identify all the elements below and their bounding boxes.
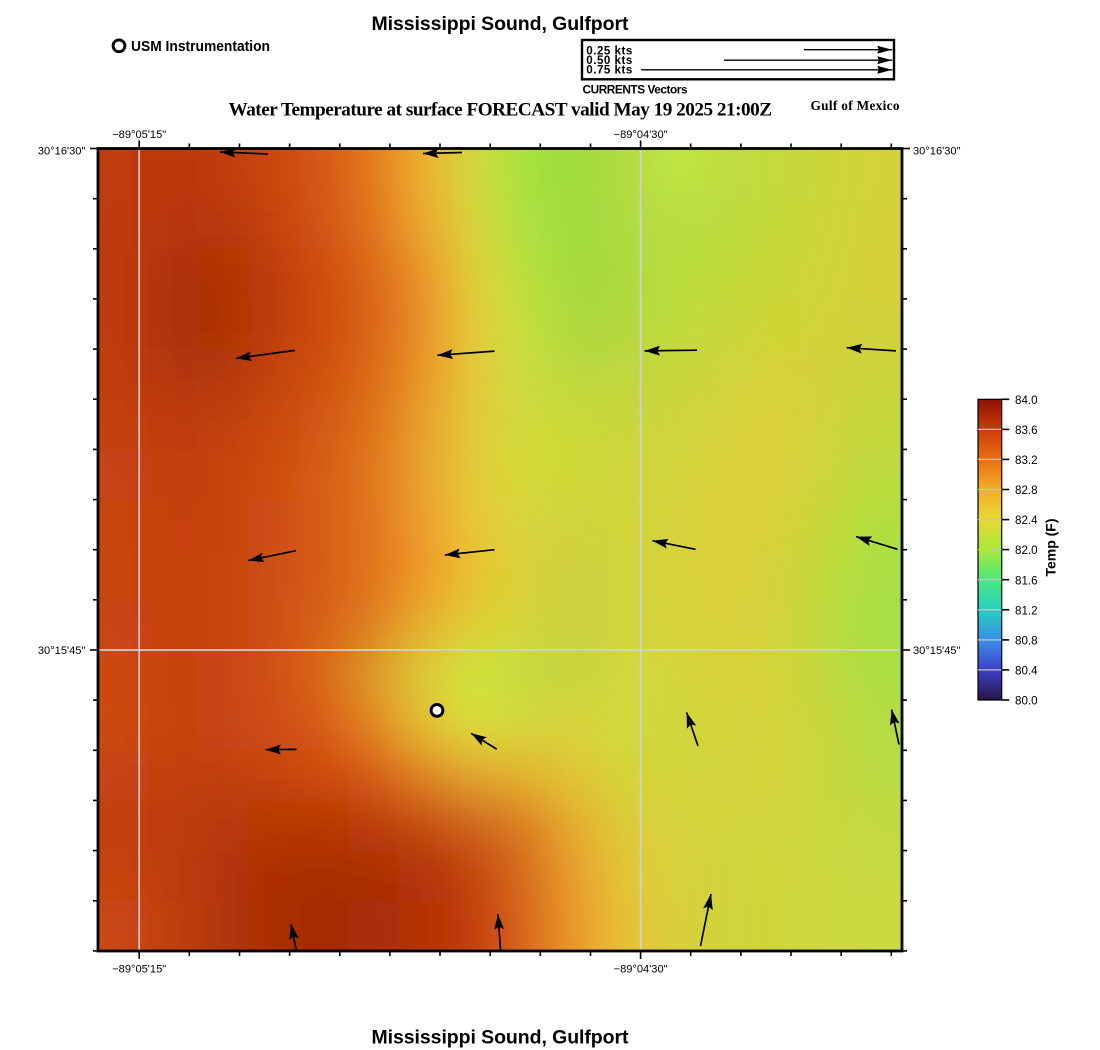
svg-text:0.50 kts: 0.50 kts: [586, 54, 632, 67]
svg-text:USM Instrumentation: USM Instrumentation: [131, 38, 270, 55]
svg-text:30°16'30": 30°16'30": [38, 146, 86, 158]
svg-text:−89°04'30": −89°04'30": [614, 129, 668, 141]
svg-text:30°16'30": 30°16'30": [913, 146, 961, 158]
svg-text:−89°05'15": −89°05'15": [112, 964, 166, 976]
svg-text:82.8: 82.8: [1015, 484, 1038, 497]
svg-text:83.6: 83.6: [1015, 424, 1038, 437]
svg-text:82.4: 82.4: [1015, 514, 1038, 527]
svg-text:Water Temperature at surface F: Water Temperature at surface FORECAST va…: [229, 100, 773, 121]
svg-text:Gulf of Mexico: Gulf of Mexico: [811, 98, 900, 113]
svg-text:80.0: 80.0: [1015, 695, 1038, 708]
svg-text:30°15'45": 30°15'45": [38, 645, 86, 657]
svg-text:−89°05'15": −89°05'15": [112, 129, 166, 141]
svg-text:83.2: 83.2: [1015, 454, 1038, 467]
svg-text:CURRENTS Vectors: CURRENTS Vectors: [583, 83, 688, 97]
svg-text:Temp (F): Temp (F): [1042, 518, 1058, 576]
svg-text:80.4: 80.4: [1015, 665, 1038, 678]
svg-text:80.8: 80.8: [1015, 635, 1038, 648]
svg-text:Mississippi Sound, Gulfport: Mississippi Sound, Gulfport: [372, 1027, 630, 1049]
svg-text:84.0: 84.0: [1015, 394, 1038, 407]
svg-text:0.25 kts: 0.25 kts: [586, 45, 632, 58]
svg-text:0.75 kts: 0.75 kts: [586, 64, 632, 77]
svg-text:−89°04'30": −89°04'30": [614, 964, 668, 976]
svg-text:81.2: 81.2: [1015, 604, 1038, 617]
svg-text:30°15'45": 30°15'45": [913, 645, 961, 657]
svg-text:Mississippi Sound, Gulfport: Mississippi Sound, Gulfport: [372, 13, 630, 35]
svg-text:82.0: 82.0: [1015, 544, 1038, 557]
svg-text:81.6: 81.6: [1015, 574, 1038, 587]
